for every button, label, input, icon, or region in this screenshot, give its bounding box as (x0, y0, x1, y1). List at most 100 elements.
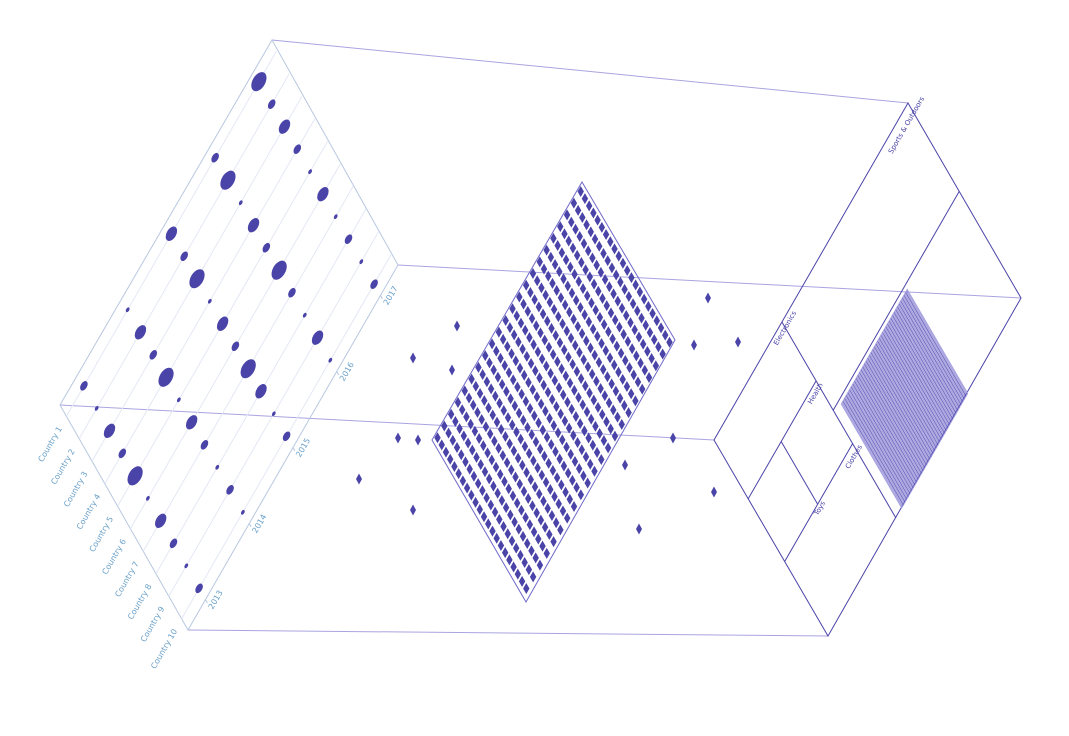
cell (504, 412, 512, 424)
cell (476, 387, 484, 399)
cell (543, 244, 550, 256)
cell (508, 348, 515, 360)
cell (555, 382, 563, 394)
loose-diamond (356, 473, 362, 485)
cell (489, 525, 496, 537)
cell (617, 347, 625, 359)
cell (527, 474, 534, 486)
cell (562, 370, 570, 382)
cell (633, 350, 640, 362)
dot (302, 312, 307, 318)
cell (632, 395, 639, 407)
cell (574, 204, 582, 216)
cell (574, 320, 582, 332)
cell (509, 419, 516, 431)
cell (467, 418, 474, 430)
cell (504, 341, 511, 353)
cell (530, 339, 537, 351)
cell (537, 327, 544, 339)
cell (592, 420, 599, 432)
cell (569, 242, 577, 254)
cell (550, 303, 558, 315)
cell (553, 285, 560, 297)
cell (624, 264, 631, 276)
cell (573, 294, 580, 306)
cell (577, 185, 584, 197)
cell (551, 375, 558, 387)
cell (618, 302, 626, 314)
cell (600, 319, 608, 331)
cell (534, 346, 542, 358)
cell (577, 373, 585, 385)
cell (582, 264, 589, 276)
cell (550, 536, 557, 548)
loose-diamond (636, 523, 642, 535)
treemap-divider (780, 441, 819, 505)
cell (487, 499, 495, 511)
cell (571, 384, 578, 396)
cell (634, 376, 642, 388)
cell (521, 369, 528, 381)
cell (497, 468, 504, 480)
cell (556, 266, 563, 278)
cell (597, 266, 605, 278)
cell (509, 303, 516, 315)
cell (520, 414, 527, 426)
cell (546, 296, 554, 308)
cell (549, 277, 556, 289)
cell (513, 542, 520, 554)
cell (604, 371, 611, 383)
cell (629, 298, 637, 310)
dot (262, 242, 271, 253)
treemap-hatch (900, 300, 962, 405)
cell (588, 413, 595, 425)
cell (485, 402, 492, 414)
treemap-hatch (902, 297, 963, 403)
cell (644, 345, 651, 357)
cell (561, 299, 569, 311)
dot (184, 563, 189, 569)
cell (615, 250, 622, 262)
cell (595, 356, 603, 368)
cell (535, 301, 543, 313)
cell (531, 481, 539, 493)
treemap-hatch (877, 340, 939, 446)
cell (503, 386, 510, 398)
cell (563, 441, 570, 453)
cell (515, 336, 522, 348)
loose-diamond (415, 434, 421, 446)
dot (240, 509, 245, 515)
cell (548, 322, 555, 334)
cell (625, 407, 632, 419)
x-tick (336, 371, 340, 376)
treemap-hatch (852, 383, 914, 489)
cell (459, 404, 466, 416)
cell (567, 261, 574, 273)
treemap-hatch (860, 369, 922, 474)
treemap-hatch (895, 309, 957, 414)
cell (499, 449, 507, 461)
cell (577, 302, 584, 314)
cell (576, 347, 583, 359)
dot (103, 423, 116, 439)
connector (59, 404, 715, 441)
treemap-hatch (888, 320, 950, 425)
cell (500, 404, 507, 416)
cell (599, 292, 606, 304)
cell (464, 437, 472, 449)
cell (606, 281, 613, 293)
cell (520, 485, 528, 497)
cell (625, 291, 633, 303)
cell (525, 376, 532, 388)
cell (478, 414, 485, 426)
cell (465, 392, 473, 404)
cell (516, 362, 524, 374)
cell (611, 243, 618, 255)
treemap-divider (832, 190, 960, 411)
cell (460, 430, 468, 442)
dot (282, 431, 291, 442)
cell (529, 500, 536, 512)
cell (502, 502, 510, 514)
cell (557, 524, 564, 536)
cell (612, 385, 620, 397)
